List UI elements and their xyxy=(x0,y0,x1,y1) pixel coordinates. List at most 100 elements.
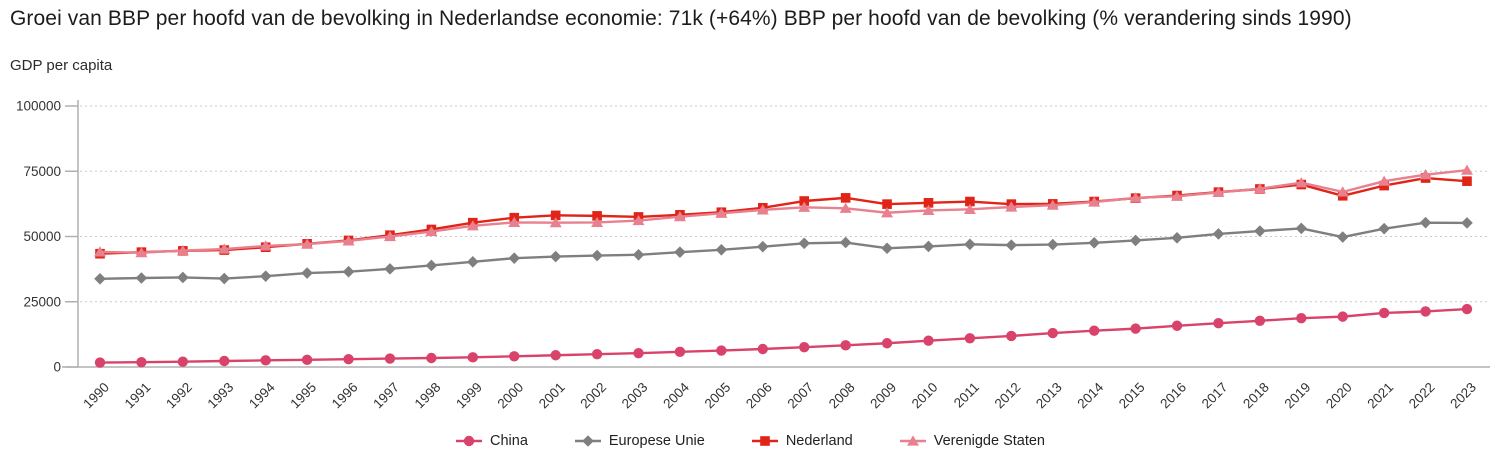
legend-label: Nederland xyxy=(785,433,853,449)
data-point xyxy=(301,354,313,366)
data-point xyxy=(1171,320,1183,331)
data-point xyxy=(343,353,354,365)
x-tick-label: 2020 xyxy=(1323,380,1355,412)
y-tick-label: 25000 xyxy=(23,294,61,309)
data-point xyxy=(1296,312,1307,324)
legend-item-europese-unie[interactable]: Europese Unie xyxy=(574,433,705,449)
data-point xyxy=(1378,222,1390,235)
data-point xyxy=(383,230,396,242)
data-point xyxy=(549,217,562,228)
data-point xyxy=(840,193,851,203)
data-point xyxy=(1461,164,1473,175)
data-point xyxy=(716,345,727,356)
x-tick-label: 1993 xyxy=(205,380,237,412)
data-point xyxy=(965,196,975,207)
data-point xyxy=(1129,192,1142,203)
data-point xyxy=(1461,303,1473,315)
x-tick-label: 2010 xyxy=(909,380,941,412)
data-point xyxy=(756,204,769,215)
data-point xyxy=(425,259,438,272)
data-point xyxy=(1171,232,1183,244)
data-point xyxy=(260,355,271,366)
data-point xyxy=(1461,217,1473,229)
data-point xyxy=(94,357,106,368)
x-tick-label: 2012 xyxy=(992,380,1024,412)
data-point xyxy=(632,214,645,226)
data-point xyxy=(466,220,479,231)
x-tick-label: 2017 xyxy=(1199,380,1231,412)
data-point xyxy=(1378,307,1390,319)
data-point xyxy=(757,343,768,355)
x-tick-label: 1998 xyxy=(412,380,444,412)
x-tick-label: 2022 xyxy=(1406,380,1438,412)
data-point xyxy=(136,356,147,368)
data-point xyxy=(1295,222,1308,235)
data-point xyxy=(509,351,520,362)
data-point xyxy=(964,333,976,344)
data-point xyxy=(922,204,935,215)
data-point xyxy=(1046,199,1059,210)
legend-label: Verenigde Staten xyxy=(933,433,1045,449)
data-point xyxy=(94,272,106,285)
x-tick-label: 1997 xyxy=(370,380,402,412)
data-point xyxy=(1419,216,1432,229)
data-point xyxy=(591,249,603,262)
x-tick-label: 2004 xyxy=(660,379,692,411)
data-point xyxy=(177,271,189,284)
data-point xyxy=(259,270,272,282)
x-tick-label: 2006 xyxy=(743,380,775,412)
data-point xyxy=(301,267,313,279)
data-point xyxy=(1088,236,1100,249)
series-line xyxy=(99,221,1468,280)
data-point xyxy=(1129,234,1142,247)
data-point xyxy=(923,335,934,346)
plot-area: 0 25000 50000 75000 100000 1990 1991 1992 1993 19… xyxy=(0,90,1500,425)
data-point xyxy=(426,352,437,364)
x-tick-label: 1995 xyxy=(287,380,319,412)
x-tick-label: 2011 xyxy=(951,380,982,411)
data-point xyxy=(591,216,604,228)
line-chart: 0 25000 50000 75000 100000 1990 1991 1992 1993 19… xyxy=(16,99,1490,412)
data-point xyxy=(135,247,148,258)
data-point xyxy=(176,244,189,256)
data-point xyxy=(508,252,521,264)
data-point xyxy=(582,435,594,447)
data-point xyxy=(798,201,811,212)
data-point xyxy=(674,246,686,258)
data-point xyxy=(259,240,272,251)
y-tick-label: 75000 xyxy=(23,164,61,179)
data-point xyxy=(1213,317,1224,329)
data-point xyxy=(840,340,851,351)
y-tick-label: 50000 xyxy=(23,229,61,244)
data-point xyxy=(467,352,479,363)
series-europese-unie xyxy=(94,216,1473,285)
data-point xyxy=(760,436,770,446)
series-china xyxy=(94,303,1473,368)
x-tick-label: 2015 xyxy=(1116,380,1148,412)
data-point xyxy=(467,256,479,268)
data-point xyxy=(881,207,894,218)
x-tick-label: 2019 xyxy=(1282,380,1314,412)
data-point xyxy=(425,225,438,237)
x-tick-label: 2009 xyxy=(867,380,899,412)
legend-item-china[interactable]: China xyxy=(455,433,528,449)
x-tick-label: 2013 xyxy=(1033,380,1065,412)
data-point xyxy=(1005,201,1018,212)
data-point xyxy=(923,198,934,208)
x-tick-label: 1996 xyxy=(329,380,361,412)
y-tick-label: 100000 xyxy=(16,99,61,114)
chart-subtitle: GDP per capita xyxy=(10,57,113,74)
x-tick-label: 2016 xyxy=(1157,380,1189,412)
data-point xyxy=(1419,169,1432,180)
data-point xyxy=(384,263,396,275)
data-point xyxy=(384,353,396,364)
data-point xyxy=(1462,176,1472,186)
legend-item-nederland[interactable]: Nederland xyxy=(751,433,853,449)
series-line xyxy=(99,169,1468,254)
data-point xyxy=(94,246,106,257)
legend-item-verenigde-staten[interactable]: Verenigde Staten xyxy=(899,433,1045,449)
data-point xyxy=(1088,325,1100,336)
data-point xyxy=(1337,311,1348,322)
data-point xyxy=(550,210,561,221)
data-point xyxy=(839,202,852,213)
